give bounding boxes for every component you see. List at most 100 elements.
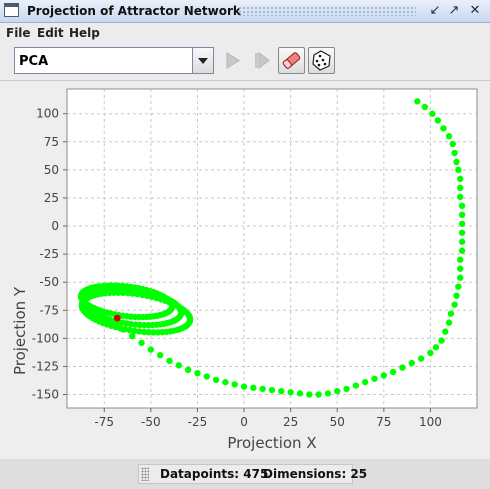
y-tick-label: 75	[44, 135, 59, 149]
attractor-point	[185, 320, 192, 328]
plot-area	[66, 88, 478, 409]
transient-point	[451, 301, 458, 308]
transient-point	[296, 390, 304, 397]
transient-point	[315, 391, 322, 398]
maximize-icon[interactable]: ↗	[448, 3, 460, 18]
minimize-icon[interactable]: ↙	[429, 3, 441, 18]
transient-point	[203, 373, 210, 380]
transient-point	[212, 376, 220, 384]
x-tick-label: 0	[240, 415, 248, 429]
attractor-point	[136, 328, 143, 335]
step-button[interactable]	[248, 47, 275, 74]
titlebar-grip	[238, 6, 416, 16]
transient-point	[343, 385, 350, 393]
transient-point	[458, 211, 466, 219]
randomize-button[interactable]	[308, 47, 335, 74]
y-axis-label: Projection Y	[11, 286, 29, 375]
chevron-down-icon[interactable]	[192, 48, 213, 73]
current-state-point	[113, 314, 121, 322]
transient-point	[222, 378, 229, 386]
attractor-point	[124, 289, 132, 297]
y-tick-label: -125	[32, 359, 59, 373]
transient-point	[458, 247, 466, 254]
x-tick-label: 25	[283, 415, 298, 429]
y-tick-label: 25	[44, 191, 59, 205]
y-tick-label: -100	[32, 331, 59, 345]
transient-point	[455, 283, 462, 290]
transient-point	[457, 265, 464, 272]
step-icon	[255, 52, 270, 69]
transient-point	[458, 229, 466, 236]
projection-scatter-plot[interactable]: 100 75 50 25 0 -25 -50 -75 -100 -125 -150 -75 -50 -2…	[0, 81, 490, 459]
attractor-point	[129, 290, 136, 297]
transient-point	[324, 390, 332, 397]
transient-point	[451, 149, 458, 157]
y-axis-ticks: 100 75 50 25 0 -25 -50 -75 -100 -125 -150	[32, 107, 67, 402]
play-button[interactable]	[219, 47, 246, 74]
x-axis-ticks: -75 -50 -25 0 25 50 75 100	[94, 408, 442, 429]
transient-point	[361, 378, 369, 386]
transient-point	[447, 310, 455, 317]
transient-point	[458, 220, 466, 227]
grid-lines	[67, 89, 477, 408]
transient-point	[445, 319, 453, 326]
window-title: Projection of Attractor Network	[27, 4, 241, 18]
attractor-point	[115, 289, 122, 296]
transient-point	[421, 103, 429, 111]
transient-point	[427, 349, 434, 357]
projection-plot-panel: 100 75 50 25 0 -25 -50 -75 -100 -125 -150 -75 -50 -2…	[0, 81, 490, 459]
transient-point	[440, 125, 447, 132]
y-tick-label: -25	[39, 247, 59, 261]
status-grip	[141, 467, 149, 481]
data-points	[77, 98, 466, 398]
transient-point	[138, 339, 145, 347]
menu-help[interactable]: Help	[69, 26, 100, 40]
clear-button[interactable]	[278, 47, 305, 74]
attractor-point	[145, 329, 153, 336]
transient-point	[434, 117, 442, 124]
transient-point	[457, 193, 464, 201]
transient-point	[445, 132, 453, 140]
x-tick-label: 50	[330, 415, 345, 429]
transient-point	[389, 368, 397, 376]
attractor-point	[126, 326, 133, 334]
toolbar: PCA	[0, 44, 490, 81]
eraser-icon	[282, 52, 301, 69]
transient-point	[442, 328, 449, 335]
transient-point	[457, 184, 464, 192]
transient-point	[268, 386, 276, 394]
close-icon[interactable]: ✕	[469, 3, 481, 18]
transient-point	[250, 384, 257, 391]
transient-point	[147, 346, 155, 353]
transient-point	[334, 387, 341, 395]
attractor-point	[150, 329, 157, 336]
attractor-point	[139, 291, 146, 299]
attractor-point	[176, 313, 183, 320]
attractor-point	[121, 326, 128, 333]
app-window-icon	[4, 3, 19, 17]
transient-point	[371, 375, 378, 382]
attractor-point	[131, 327, 138, 335]
transient-point	[287, 389, 294, 396]
transient-point	[457, 256, 464, 263]
transient-point	[240, 383, 248, 390]
y-tick-label: 0	[51, 219, 59, 233]
y-tick-label: 100	[36, 107, 59, 121]
menu-file[interactable]: File	[6, 26, 31, 40]
transient-point	[453, 158, 460, 166]
transient-point	[259, 385, 266, 393]
menu-bar: File Edit Help	[0, 23, 490, 44]
x-tick-label: 100	[419, 415, 442, 429]
attractor-point	[134, 290, 141, 298]
attractor-point	[143, 292, 151, 300]
status-bar: Datapoints: 475 Dimensions: 25	[0, 459, 490, 489]
x-tick-label: -50	[141, 415, 161, 429]
menu-edit[interactable]: Edit	[37, 26, 64, 40]
x-tick-label: -25	[188, 415, 208, 429]
x-tick-label: -75	[94, 415, 114, 429]
projection-method-select[interactable]: PCA	[14, 47, 214, 74]
transient-point	[432, 344, 440, 351]
transient-point	[399, 364, 406, 371]
play-icon	[226, 52, 240, 69]
transient-point	[457, 274, 464, 281]
